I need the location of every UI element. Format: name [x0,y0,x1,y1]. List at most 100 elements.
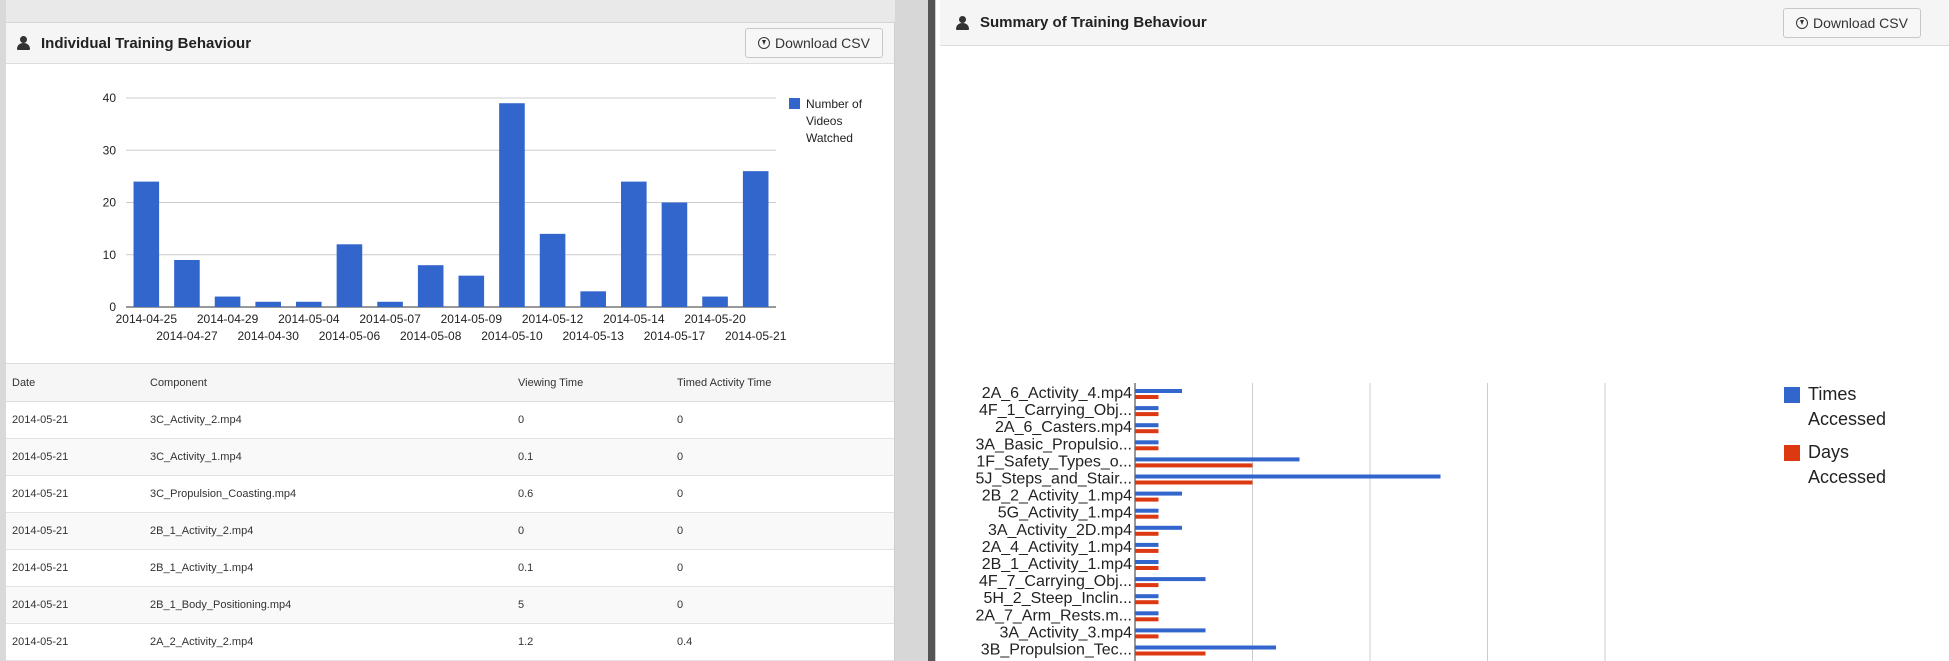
training-table-wrap: Date Component Viewing Time Timed Activi… [6,363,894,661]
bar-times-accessed [1135,440,1159,445]
cell-component: 2B_1_Activity_2.mp4 [150,525,254,537]
cell-date: 2014-05-21 [12,451,69,463]
legend-label: Number of [806,97,863,111]
category-label: 1F_Safety_Types_o... [976,453,1132,470]
col-header-timed-activity-time[interactable]: Timed Activity Time [677,376,772,389]
cell-viewing-time: 0.1 [518,451,534,463]
x-tick-label: 2014-05-21 [725,329,787,343]
legend-label: Accessed [1808,467,1886,487]
x-tick-label: 2014-05-12 [522,312,584,326]
download-csv-button-left[interactable]: Download CSV [745,28,883,58]
bar-days-accessed [1135,566,1159,570]
bar [499,103,525,307]
summary-panel-header: Summary of Training Behaviour Download C… [940,0,1949,46]
category-label: 2A_4_Activity_1.mp4 [982,539,1132,556]
bar-times-accessed [1135,457,1300,462]
legend-label: Videos [806,114,842,128]
bar [702,296,728,307]
cell-component: 2A_2_Activity_2.mp4 [150,636,254,648]
col-header-component[interactable]: Component [150,376,207,389]
cell-timed-activity-time: 0.4 [677,636,693,648]
cell-viewing-time: 0.1 [518,562,534,574]
download-csv-button-right[interactable]: Download CSV [1783,8,1921,38]
table-row: 2014-05-21 2A_2_Activity_2.mp4 1.2 0.4 [6,624,894,661]
category-label: 5H_2_Steep_Inclin... [983,590,1132,607]
cell-viewing-time: 0.6 [518,488,534,500]
summary-chart: 2A_6_Activity_4.mp44F_1_Carrying_Obj...2… [975,383,1886,661]
bar-days-accessed [1135,583,1159,588]
pane-divider[interactable] [895,0,931,661]
y-tick-label: 30 [103,143,117,157]
bar-times-accessed [1135,542,1159,547]
category-label: 3A_Activity_3.mp4 [999,624,1132,641]
bar-times-accessed [1135,577,1206,582]
videos-watched-chart: 0 10 20 30 40 2014-04-25 2014-04-27 2014-04-29 2… [103,91,863,343]
bar-times-accessed [1135,594,1159,599]
bar-times-accessed [1135,560,1159,564]
cell-timed-activity-time: 0 [677,488,684,500]
cell-timed-activity-time: 0 [677,599,684,611]
x-tick-label: 2014-05-17 [644,329,706,343]
legend-swatch [1784,445,1800,461]
bar [174,259,200,307]
bar-days-accessed [1135,480,1253,485]
x-tick-label: 2014-05-14 [603,312,665,326]
bar-times-accessed [1135,474,1441,479]
bar [742,171,769,307]
user-icon [15,35,31,51]
cell-component: 2B_1_Activity_1.mp4 [150,562,254,574]
bar-days-accessed [1135,548,1159,553]
legend-swatch [789,98,800,109]
bar-days-accessed [1135,634,1159,639]
y-tick-label: 0 [109,300,116,314]
panel-left-edge [0,0,6,661]
cell-viewing-time: 5 [518,599,525,611]
bar-days-accessed [1135,463,1253,468]
table-row: 2014-05-21 3C_Activity_2.mp4 0 0 [6,402,894,439]
cell-date: 2014-05-21 [12,525,69,537]
cell-component: 2B_1_Body_Positioning.mp4 [150,599,292,611]
bar-days-accessed [1135,412,1159,417]
legend-swatch [1784,387,1800,403]
cell-date: 2014-05-21 [12,599,69,611]
summary-training-panel [935,0,1949,661]
individual-panel-header: Individual Training Behaviour Download C… [6,23,894,64]
cell-timed-activity-time: 0 [677,562,684,574]
legend-label: Days [1808,442,1849,462]
bar [133,181,160,307]
videos-watched-chart-area: 0 10 20 30 40 2014-04-25 2014-04-27 2014-04-29 2… [6,65,894,363]
category-label: 3A_Basic_Propulsio... [975,436,1132,453]
table-row: 2014-05-21 2B_1_Activity_1.mp4 0.1 0 [6,550,894,587]
cell-date: 2014-05-21 [12,562,69,574]
bar-times-accessed [1135,525,1182,530]
bar-days-accessed [1135,395,1159,399]
category-label: 2A_6_Casters.mp4 [995,419,1132,436]
bar [255,301,281,307]
summary-chart-area: 2A_6_Activity_4.mp4 4F_1_Carrying_Obj... 2… [940,47,1949,661]
table-header-row: Date Component Viewing Time Timed Activi… [6,363,894,402]
bar [417,265,444,307]
bar-days-accessed [1135,446,1159,451]
bar [661,202,688,307]
table-row: 2014-05-21 3C_Propulsion_Coasting.mp4 0.… [6,476,894,513]
bar-days-accessed [1135,531,1159,536]
download-csv-label: Download CSV [775,35,870,51]
bar [458,275,485,307]
col-header-date[interactable]: Date [12,376,36,389]
cell-component: 3C_Activity_2.mp4 [150,414,242,426]
category-label: 5G_Activity_1.mp4 [998,505,1132,522]
x-tick-label: 2014-04-27 [156,329,218,343]
x-tick-label: 2014-05-06 [319,329,381,343]
x-tick-label: 2014-05-20 [684,312,746,326]
bar-times-accessed [1135,611,1159,616]
category-label: 2A_7_Arm_Rests.m... [976,607,1133,624]
cell-viewing-time: 0 [518,414,525,426]
bar-days-accessed [1135,497,1159,502]
category-label: 2B_1_Activity_1.mp4 [982,556,1132,573]
col-header-viewing-time[interactable]: Viewing Time [518,376,584,389]
bar-times-accessed [1135,423,1159,428]
cell-viewing-time: 1.2 [518,636,534,648]
table-row: 2014-05-21 2B_1_Body_Positioning.mp4 5 0 [6,586,894,624]
cell-component: 3C_Activity_1.mp4 [150,451,242,463]
x-tick-label: 2014-05-09 [441,312,503,326]
